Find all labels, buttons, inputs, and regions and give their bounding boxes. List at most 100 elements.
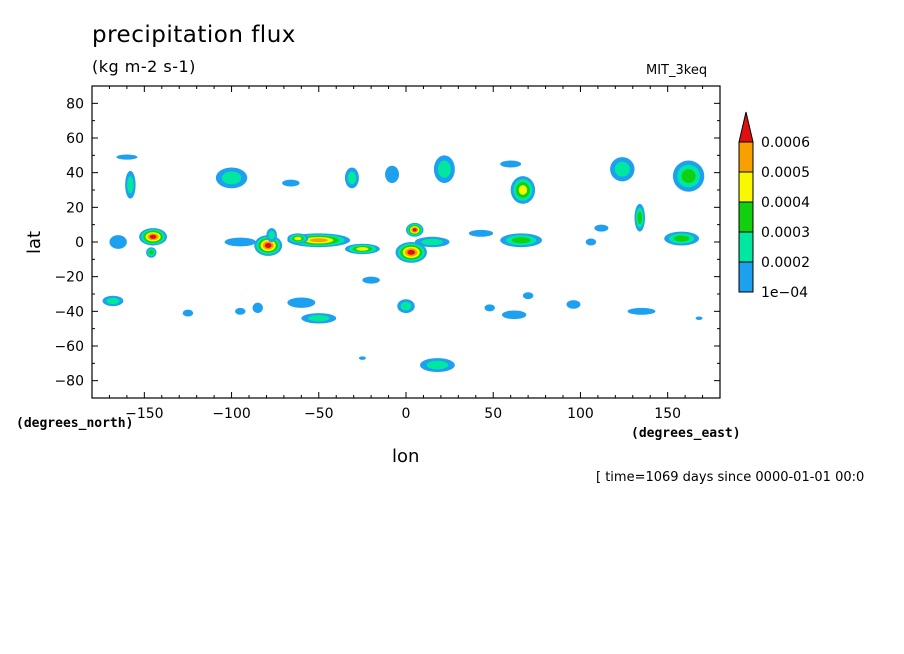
colorbar-swatch-4 — [738, 141, 754, 173]
contour-level-1 — [437, 160, 451, 178]
model-label: MIT_3keq — [646, 63, 708, 78]
precip-blob-6 — [182, 309, 194, 317]
x-tick-label: −100 — [212, 406, 250, 422]
y-tick-label: 0 — [75, 235, 84, 251]
contour-level-0 — [116, 154, 138, 160]
precip-blob-3 — [125, 170, 136, 199]
contour-level-0 — [282, 179, 300, 187]
precip-blob-33 — [501, 310, 527, 320]
contour-level-0 — [500, 160, 522, 168]
precip-blob-18 — [287, 297, 316, 308]
y-tick-label: 40 — [66, 166, 84, 182]
contour-level-1 — [614, 161, 630, 177]
precip-blob-0 — [139, 228, 168, 246]
precip-blob-2 — [109, 235, 127, 249]
precip-blob-39 — [634, 203, 645, 232]
y-tick-label: −80 — [54, 374, 84, 390]
precip-blob-29 — [510, 176, 536, 204]
contour-level-2 — [148, 250, 154, 255]
y-axis-units: (degrees_north) — [16, 416, 134, 431]
precip-blob-43 — [672, 160, 705, 192]
x-tick-label: 50 — [484, 406, 502, 422]
contour-level-1 — [421, 238, 443, 246]
y-tick-label: 20 — [66, 200, 84, 216]
y-axis-label: lat — [24, 230, 45, 254]
x-tick-label: 150 — [654, 406, 681, 422]
precip-blob-10 — [266, 228, 277, 242]
contour-level-0 — [235, 307, 246, 315]
contour-level-0 — [585, 238, 597, 246]
precip-blob-15 — [344, 167, 359, 189]
precip-blob-34 — [522, 292, 534, 300]
precip-blob-26 — [433, 155, 455, 184]
precip-blob-21 — [362, 276, 380, 284]
precip-blob-42 — [664, 231, 700, 246]
contour-level-0 — [627, 307, 656, 315]
colorbar-swatch-2 — [738, 201, 754, 233]
precip-blob-11 — [282, 179, 300, 187]
contour-level-0 — [252, 302, 263, 314]
colorbar-label: 0.0005 — [761, 165, 810, 181]
contour-level-0 — [182, 309, 194, 317]
precip-blob-13 — [287, 233, 309, 244]
x-axis-label: lon — [392, 446, 420, 467]
precip-blob-14 — [344, 243, 380, 255]
contour-level-1 — [347, 171, 357, 185]
colorbar-extend-triangle — [738, 111, 754, 143]
contour-level-2 — [511, 237, 531, 244]
contour-level-3 — [294, 236, 302, 241]
contour-level-0 — [224, 237, 256, 247]
precip-blob-38 — [585, 238, 597, 246]
contour-level-5 — [149, 234, 157, 239]
contour-level-4 — [309, 238, 328, 243]
precip-blob-20 — [252, 302, 263, 314]
y-tick-label: −20 — [54, 270, 84, 286]
colorbar-label: 1e−04 — [761, 285, 808, 301]
x-tick-label: 100 — [567, 406, 594, 422]
y-tick-label: 60 — [66, 131, 84, 147]
precip-blob-40 — [610, 157, 635, 182]
contour-level-0 — [468, 229, 494, 237]
colorbar-label: 0.0006 — [761, 135, 810, 151]
chart-title: precipitation flux — [92, 22, 296, 48]
colorbar-label: 0.0003 — [761, 225, 810, 241]
precip-blob-31 — [500, 233, 543, 248]
chart-units: (kg m-2 s-1) — [92, 57, 196, 76]
colorbar-swatch-3 — [738, 171, 754, 203]
contour-level-1 — [400, 301, 412, 311]
precip-blob-41 — [627, 307, 656, 315]
contour-level-5 — [264, 242, 272, 248]
precip-blob-44 — [695, 316, 703, 320]
precip-blob-23 — [406, 222, 424, 237]
contour-level-0 — [385, 165, 400, 184]
contour-level-1 — [127, 176, 134, 194]
precip-blob-9 — [254, 235, 283, 256]
contour-level-0 — [362, 276, 380, 284]
contour-level-2 — [673, 235, 690, 242]
precip-blob-22 — [395, 242, 427, 263]
colorbar-label: 0.0004 — [761, 195, 810, 211]
contour-level-0 — [358, 356, 366, 360]
precip-blob-1 — [146, 247, 157, 258]
contour-level-1 — [268, 230, 275, 240]
precip-blob-19 — [235, 307, 246, 315]
y-tick-label: −40 — [54, 304, 84, 320]
contour-level-2 — [637, 211, 643, 224]
colorbar-swatch-1 — [738, 231, 754, 263]
precip-blob-37 — [594, 224, 609, 232]
contour-level-0 — [594, 224, 609, 232]
precip-blob-8 — [224, 237, 256, 247]
precip-blob-16 — [385, 165, 400, 184]
time-label: [ time=1069 days since 0000-01-01 00:0 — [596, 470, 865, 485]
contour-level-1 — [221, 171, 242, 185]
precip-blob-12 — [287, 233, 351, 248]
contour-level-2 — [681, 169, 696, 184]
contour-level-1 — [308, 315, 330, 322]
contour-level-0 — [566, 300, 581, 309]
y-tick-label: 80 — [66, 96, 84, 112]
contour-level-5 — [412, 228, 417, 232]
contour-level-0 — [287, 297, 316, 308]
x-tick-label: −150 — [125, 406, 163, 422]
contour-level-3 — [356, 247, 369, 251]
